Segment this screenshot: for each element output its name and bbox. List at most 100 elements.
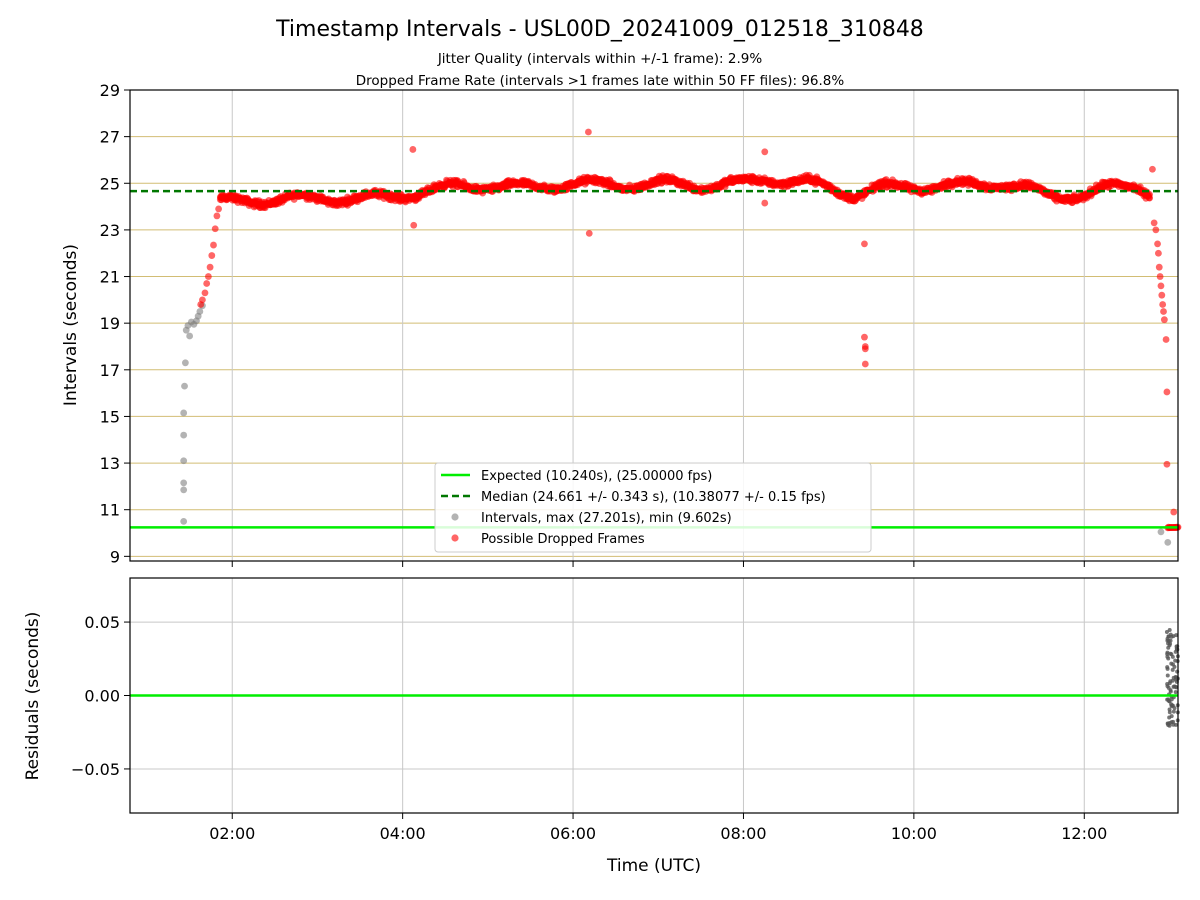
x-tick-label: 02:00 <box>209 824 255 843</box>
residuals-plot: 0.05 0.00 −0.05 02:00 04:00 06:00 08:00 10:00 1… <box>23 577 1180 876</box>
legend-box <box>434 462 872 553</box>
residual-point <box>1166 645 1171 650</box>
interval-point <box>181 359 189 367</box>
y-tick-label: 29 <box>100 81 120 100</box>
residual-point <box>1168 689 1173 694</box>
residual-point <box>1167 628 1172 633</box>
interval-point <box>180 486 188 494</box>
intervals-plot-frame <box>129 89 1179 562</box>
dropped-frame-point <box>1146 190 1153 198</box>
dropped-frame-point <box>1160 308 1167 315</box>
y-tick-label: 25 <box>100 174 120 193</box>
intervals-y-axis-label: Intervals (seconds) <box>61 244 81 406</box>
dropped-frame-point <box>1162 336 1170 343</box>
y-tick-label: 11 <box>100 501 120 520</box>
dropped-frame-point <box>861 240 868 248</box>
interval-point <box>180 479 188 487</box>
dropped-frame-point <box>1149 165 1156 173</box>
residual-point <box>1174 675 1179 680</box>
legend-expected-label: Expected (10.240s), (25.00000 fps) <box>481 469 712 484</box>
dropped-frame-point <box>409 146 417 153</box>
dropped-frame-point <box>861 360 869 368</box>
legend-dropped-swatch <box>451 534 459 542</box>
chart-subtitle-dropped: Dropped Frame Rate (intervals >1 frames … <box>356 73 845 89</box>
residual-point <box>1172 664 1177 669</box>
dropped-frame-point <box>210 241 217 249</box>
residual-point <box>1173 658 1178 663</box>
interval-point <box>180 431 188 439</box>
dropped-frame-point <box>215 205 223 213</box>
y-tick-label: 23 <box>100 221 120 240</box>
x-axis-label: Time (UTC) <box>606 856 701 876</box>
residual-point <box>1173 722 1178 727</box>
dropped-frame-point <box>410 221 418 229</box>
residual-point <box>1164 629 1169 634</box>
dropped-frame-point <box>199 296 206 304</box>
interval-point <box>181 382 188 390</box>
dropped-frame-point <box>206 263 214 271</box>
residual-point <box>1167 710 1172 715</box>
dropped-frame-point <box>1170 508 1178 516</box>
dropped-frame-point <box>216 196 224 203</box>
residual-point <box>1165 721 1170 726</box>
residual-point <box>1165 673 1170 678</box>
residual-point <box>1169 652 1174 657</box>
residual-point <box>1166 697 1171 702</box>
legend: Expected (10.240s), (25.00000 fps) Media… <box>434 462 872 553</box>
dropped-frame-point <box>1160 316 1168 324</box>
y-tick-label: 27 <box>100 128 120 147</box>
dropped-frame-point <box>761 199 769 207</box>
intervals-plot: 9 11 13 15 17 19 21 23 25 27 29 Intervals (seconds… <box>61 81 1182 567</box>
dropped-frame-point <box>861 333 868 341</box>
residual-point <box>1165 636 1170 641</box>
dropped-frame-point <box>1150 219 1158 227</box>
residuals-y-axis-label: Residuals (seconds) <box>23 612 43 781</box>
interval-point <box>1157 528 1165 536</box>
dropped-frame-point <box>1159 301 1167 308</box>
legend-intervals-swatch <box>451 513 459 521</box>
dropped-frame-point <box>208 252 216 259</box>
intervals-x-ticks <box>231 561 1085 567</box>
y-tick-label: 21 <box>100 268 120 287</box>
residual-point <box>1166 685 1171 690</box>
dropped-frame-point <box>1157 282 1165 290</box>
legend-intervals-label: Intervals, max (27.201s), min (9.602s) <box>481 511 732 526</box>
residual-point <box>1167 715 1172 720</box>
dropped-frame-point <box>1156 273 1164 280</box>
y-tick-label: 17 <box>100 361 120 380</box>
interval-point <box>196 308 204 315</box>
residual-point <box>1174 633 1179 638</box>
dropped-frame-point <box>1163 388 1171 396</box>
dropped-frame-point <box>584 128 592 136</box>
dropped-frame-point <box>861 345 869 353</box>
x-tick-label: 06:00 <box>550 824 596 843</box>
dropped-frame-point <box>204 273 212 280</box>
dropped-frame-point <box>211 225 219 233</box>
residuals-y-ticks: 0.05 0.00 −0.05 <box>71 613 130 779</box>
residual-y-tick-label: 0.00 <box>84 687 120 706</box>
residual-point <box>1170 667 1175 672</box>
residual-point <box>1170 703 1175 708</box>
dropped-frame-point <box>1155 249 1162 257</box>
legend-dropped-label: Possible Dropped Frames <box>481 532 645 547</box>
interval-point <box>180 457 188 465</box>
interval-point <box>1164 538 1172 546</box>
dropped-frame-point <box>761 148 769 156</box>
dropped-frame-point <box>1154 240 1161 248</box>
residual-point <box>1173 690 1178 695</box>
dropped-frame-point <box>1152 226 1160 234</box>
y-tick-label: 19 <box>100 314 120 333</box>
chart-subtitle-jitter: Jitter Quality (intervals within +/-1 fr… <box>437 51 763 67</box>
chart-title: Timestamp Intervals - USL00D_20241009_01… <box>275 17 924 42</box>
x-tick-label: 12:00 <box>1061 824 1107 843</box>
dropped-frame-point <box>201 289 209 297</box>
dropped-frame-point <box>213 212 221 220</box>
intervals-y-ticks: 9 11 13 15 17 19 21 23 25 27 29 <box>100 81 130 566</box>
x-tick-label: 04:00 <box>380 824 426 843</box>
residuals-x-ticks: 02:00 04:00 06:00 08:00 10:00 12:00 <box>209 813 1107 843</box>
y-tick-label: 13 <box>100 454 120 473</box>
residual-point <box>1167 681 1172 686</box>
residual-point <box>1169 661 1174 666</box>
residual-point <box>1169 720 1174 725</box>
